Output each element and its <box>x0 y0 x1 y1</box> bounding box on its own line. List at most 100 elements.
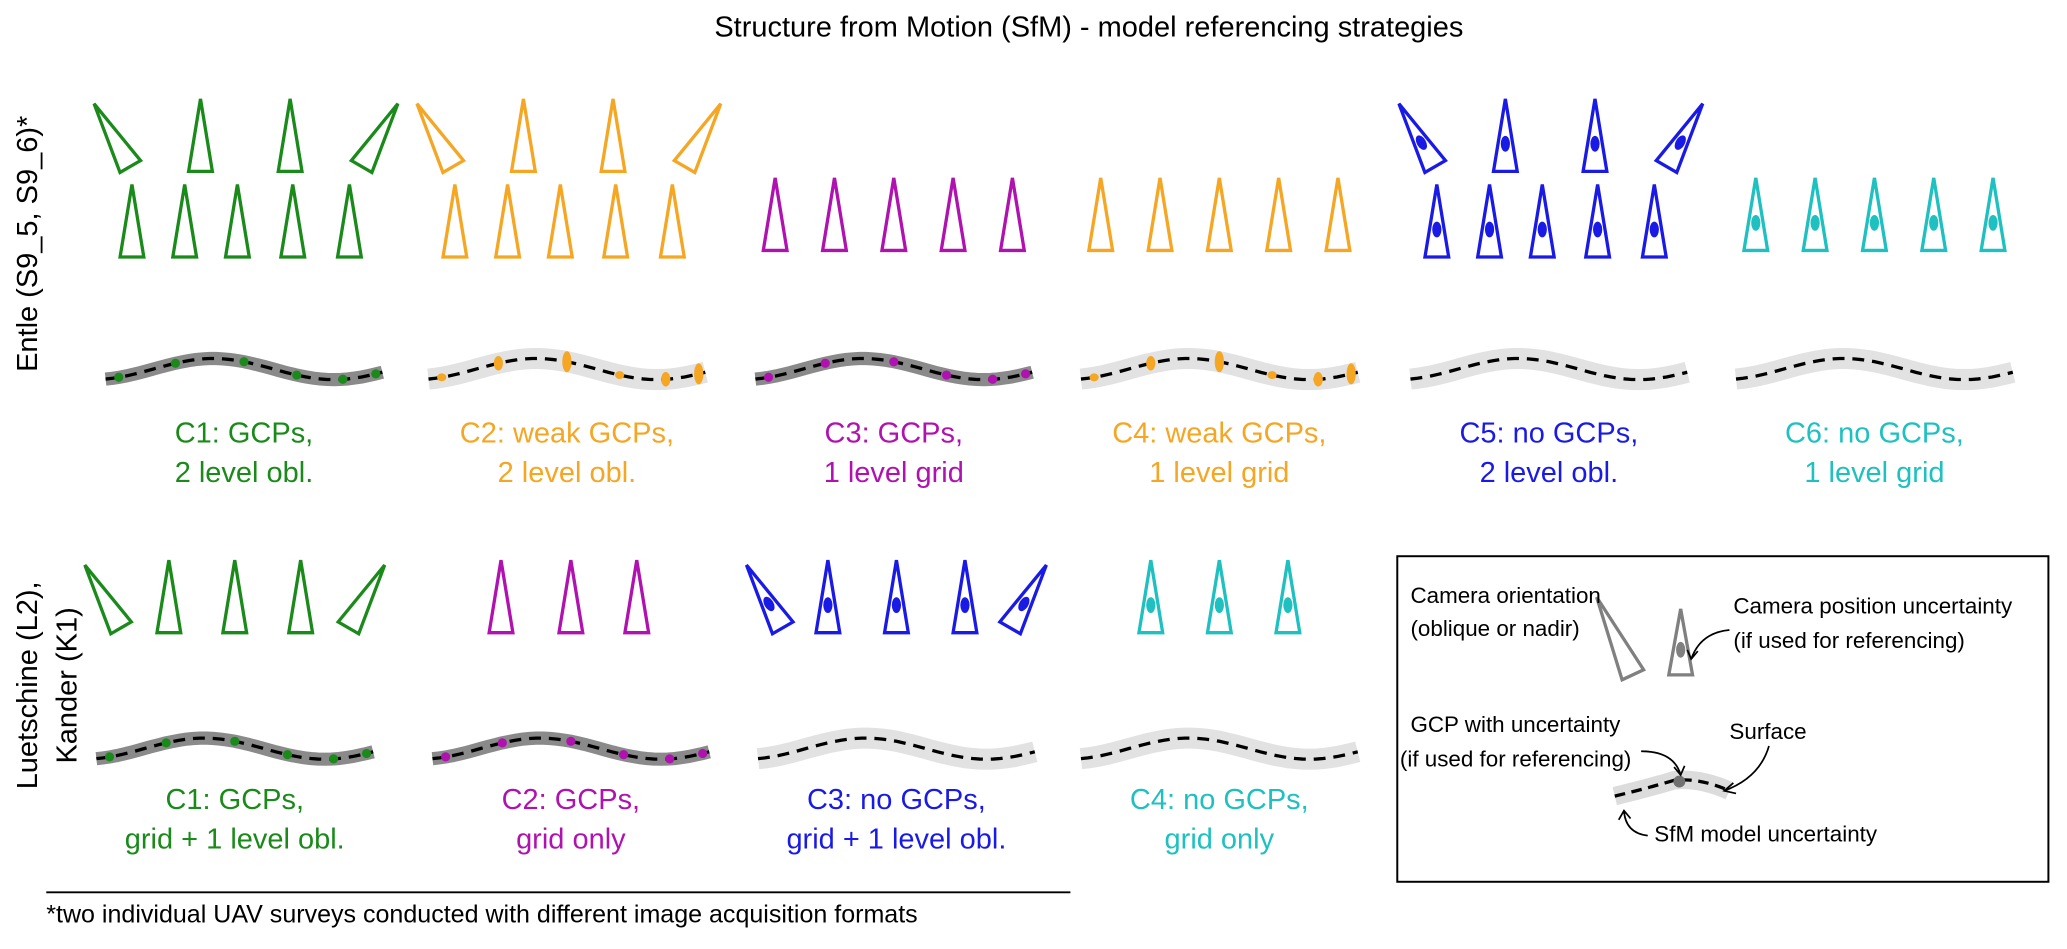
case-label: 2 level obl. <box>1480 457 1619 489</box>
camera-triangle <box>1423 184 1451 259</box>
camera-triangle <box>1146 177 1174 253</box>
camera-uncertainty <box>1988 214 1998 231</box>
legend-arrow <box>1686 629 1730 661</box>
camera-triangle <box>939 177 967 253</box>
surface <box>1735 356 2014 382</box>
camera <box>186 98 215 173</box>
camera-triangle <box>658 184 687 259</box>
camera-triangle <box>761 177 789 253</box>
case-label: C1: GCPs, <box>175 418 314 450</box>
camera-triangle <box>998 177 1027 253</box>
gcp <box>615 371 625 380</box>
camera <box>601 184 630 259</box>
camera <box>599 98 627 173</box>
camera-triangle <box>997 563 1048 637</box>
gcp <box>698 748 708 759</box>
case-label: grid only <box>1165 824 1275 856</box>
camera-triangle <box>493 184 522 259</box>
camera <box>671 102 723 175</box>
gcp <box>566 736 576 746</box>
camera <box>622 559 651 635</box>
camera-uncertainty <box>763 596 775 612</box>
camera-triangle <box>1274 559 1302 635</box>
camera-triangle <box>509 98 538 173</box>
camera-uncertainty <box>1146 597 1156 614</box>
gcp <box>361 748 372 759</box>
camera-triangle <box>1581 98 1609 173</box>
camera-triangle <box>1264 177 1293 253</box>
camera-triangle <box>1086 177 1115 253</box>
camera-triangle <box>92 102 144 175</box>
camera <box>335 184 364 259</box>
legend-text: (if used for referencing) <box>1400 746 1631 771</box>
camera-triangle <box>155 559 183 635</box>
camera-triangle <box>671 102 723 175</box>
camera-triangle <box>1741 177 1770 253</box>
camera <box>493 184 522 259</box>
camera-triangle <box>1860 177 1889 253</box>
camera-uncertainty <box>1676 641 1686 658</box>
gcp <box>1267 371 1277 380</box>
camera <box>658 184 687 259</box>
row-label: Luetschine (L2), <box>12 581 44 789</box>
gcp <box>1146 356 1156 371</box>
camera-uncertainty <box>1537 221 1547 238</box>
camera <box>509 98 538 173</box>
camera-triangle <box>286 559 315 635</box>
camera-uncertainty <box>1500 135 1510 152</box>
camera-uncertainty <box>1649 221 1659 238</box>
camera <box>1653 102 1705 175</box>
camera-triangle <box>278 184 307 259</box>
camera <box>1086 177 1115 253</box>
camera <box>1137 559 1165 635</box>
camera-triangle <box>546 184 575 259</box>
legend-box <box>1396 555 2050 883</box>
camera-triangle <box>276 98 304 173</box>
camera <box>278 184 307 259</box>
camera-uncertainty <box>1214 597 1224 614</box>
gcp <box>763 372 774 382</box>
camera-uncertainty <box>1590 135 1600 152</box>
gcp <box>328 754 339 764</box>
camera <box>1666 608 1695 677</box>
case-label: 1 level grid <box>1804 457 1944 489</box>
camera <box>1919 177 1948 253</box>
camera-triangle <box>951 559 979 635</box>
footnote: *two individual UAV surveys conducted wi… <box>46 901 917 929</box>
camera <box>92 102 144 175</box>
legend-text: Surface <box>1729 719 1806 744</box>
camera-triangle <box>1475 184 1504 259</box>
camera-uncertainty <box>823 597 833 614</box>
camera-triangle <box>118 184 146 259</box>
legend-text: (if used for referencing) <box>1733 628 1964 653</box>
camera <box>1860 177 1889 253</box>
camera <box>546 184 575 259</box>
camera <box>761 177 789 253</box>
camera-triangle <box>348 102 400 175</box>
camera-triangle <box>882 559 911 635</box>
legend-text: Camera position uncertainty <box>1733 594 2013 619</box>
camera-uncertainty <box>1929 214 1939 231</box>
gcp <box>437 373 447 382</box>
gcp <box>239 357 249 367</box>
gcp <box>988 374 998 384</box>
surface <box>757 736 1036 761</box>
camera <box>223 184 252 259</box>
camera-uncertainty <box>1018 596 1030 612</box>
camera <box>220 559 249 635</box>
camera <box>286 559 315 635</box>
camera <box>882 559 911 635</box>
camera-uncertainty <box>1810 214 1820 231</box>
camera <box>951 559 979 635</box>
camera-triangle <box>622 559 651 635</box>
camera <box>1397 102 1448 175</box>
camera-uncertainty <box>1415 135 1428 150</box>
camera-triangle <box>441 184 469 259</box>
camera-triangle <box>599 98 627 173</box>
camera-triangle <box>415 102 467 175</box>
camera <box>1475 184 1504 259</box>
camera <box>879 177 908 253</box>
camera <box>1741 177 1770 253</box>
gcp <box>441 752 451 762</box>
camera-uncertainty <box>1283 597 1293 614</box>
